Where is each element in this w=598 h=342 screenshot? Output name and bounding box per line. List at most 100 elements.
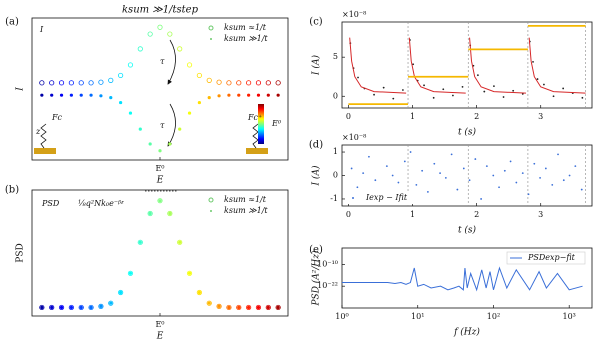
x-tick-label: 0 bbox=[346, 112, 351, 121]
x-tick-label: E⁰ bbox=[155, 320, 164, 329]
data-point bbox=[498, 186, 500, 189]
data-point bbox=[276, 305, 280, 310]
data-point bbox=[480, 198, 483, 200]
legend-box bbox=[506, 251, 586, 265]
data-point bbox=[533, 162, 536, 165]
data-point bbox=[128, 271, 133, 275]
chart-title: ksum ≫1/tstep bbox=[122, 5, 199, 16]
legend-swatch bbox=[352, 197, 354, 199]
data-point bbox=[275, 304, 281, 311]
data-point bbox=[177, 46, 183, 52]
data-point bbox=[127, 270, 134, 276]
data-point bbox=[255, 80, 262, 86]
data-point bbox=[108, 300, 114, 306]
data-point bbox=[492, 174, 495, 177]
data-point bbox=[503, 169, 506, 172]
x-tick-label: 10² bbox=[487, 312, 500, 321]
data-point bbox=[581, 96, 584, 99]
data-point bbox=[177, 239, 183, 245]
data-point bbox=[187, 271, 192, 275]
data-point bbox=[385, 165, 388, 168]
data-point bbox=[536, 78, 539, 80]
data-point bbox=[59, 305, 64, 310]
data-point bbox=[557, 153, 559, 156]
data-point bbox=[421, 169, 424, 172]
panel-label: (c) bbox=[309, 17, 323, 28]
panel-label: (a) bbox=[5, 17, 19, 28]
data-point bbox=[168, 142, 172, 146]
data-point bbox=[568, 174, 571, 177]
data-point bbox=[49, 80, 55, 86]
data-point bbox=[493, 85, 495, 88]
data-point bbox=[562, 179, 565, 182]
data-point bbox=[88, 80, 94, 86]
data-point bbox=[178, 240, 182, 244]
data-point bbox=[207, 301, 211, 305]
data-point bbox=[442, 88, 445, 91]
data-point bbox=[574, 165, 577, 168]
data-point bbox=[462, 167, 465, 170]
data-point bbox=[178, 127, 182, 131]
data-point bbox=[474, 158, 477, 160]
plot-frame bbox=[341, 21, 593, 109]
data-point bbox=[403, 160, 406, 163]
data-point bbox=[562, 87, 565, 90]
data-point bbox=[137, 239, 143, 245]
data-point bbox=[40, 305, 44, 310]
data-line bbox=[348, 25, 586, 105]
data-point bbox=[157, 198, 163, 204]
data-point bbox=[69, 305, 73, 310]
data-point bbox=[401, 89, 404, 91]
data-point bbox=[168, 211, 172, 216]
data-point bbox=[147, 31, 153, 37]
x-tick-label: 10⁰ bbox=[335, 312, 348, 321]
data-point bbox=[580, 188, 583, 191]
data-point bbox=[426, 191, 429, 193]
data-point bbox=[138, 240, 142, 244]
panel-label: (b) bbox=[5, 185, 19, 196]
data-point bbox=[265, 304, 271, 311]
y-offset-label: ×10⁻⁸ bbox=[342, 133, 366, 142]
data-point bbox=[362, 172, 365, 175]
data-point bbox=[186, 62, 193, 68]
x-axis-label: t (s) bbox=[458, 225, 477, 236]
panel-label: (e) bbox=[309, 245, 323, 256]
data-point bbox=[432, 96, 435, 99]
plot-frame bbox=[341, 247, 593, 309]
data-point bbox=[119, 100, 123, 105]
data-point bbox=[89, 305, 93, 310]
data-point bbox=[148, 142, 152, 146]
data-point bbox=[68, 80, 74, 86]
data-point bbox=[206, 300, 212, 306]
data-point bbox=[50, 93, 54, 97]
y-axis-label: PSD (A²/Hz) bbox=[311, 250, 322, 307]
data-point bbox=[392, 97, 395, 100]
annotation: τ bbox=[160, 121, 165, 130]
data-point bbox=[226, 304, 232, 311]
legend-box bbox=[345, 192, 423, 204]
data-point bbox=[502, 96, 505, 98]
y-offset-label: ×10⁻⁸ bbox=[342, 10, 366, 19]
data-point bbox=[483, 90, 486, 93]
data-point bbox=[127, 62, 134, 68]
data-point bbox=[256, 305, 261, 310]
data-point bbox=[409, 151, 412, 153]
data-point bbox=[197, 290, 201, 295]
y-tick-label: 1 bbox=[333, 147, 338, 156]
data-point bbox=[186, 270, 193, 276]
x-tick-label: E⁰ bbox=[155, 164, 164, 173]
panel-label: (d) bbox=[309, 140, 323, 151]
data-point bbox=[476, 74, 479, 77]
data-point bbox=[485, 165, 488, 168]
data-point bbox=[509, 160, 512, 163]
x-axis-label: t (s) bbox=[458, 127, 477, 138]
x-tick-label: 2 bbox=[474, 210, 479, 219]
data-point bbox=[39, 80, 45, 86]
data-point bbox=[246, 80, 252, 86]
data-point bbox=[138, 127, 142, 131]
data-point bbox=[118, 72, 124, 79]
data-point bbox=[227, 305, 231, 310]
data-point bbox=[237, 93, 241, 97]
data-point bbox=[197, 100, 201, 105]
data-point bbox=[158, 199, 162, 203]
